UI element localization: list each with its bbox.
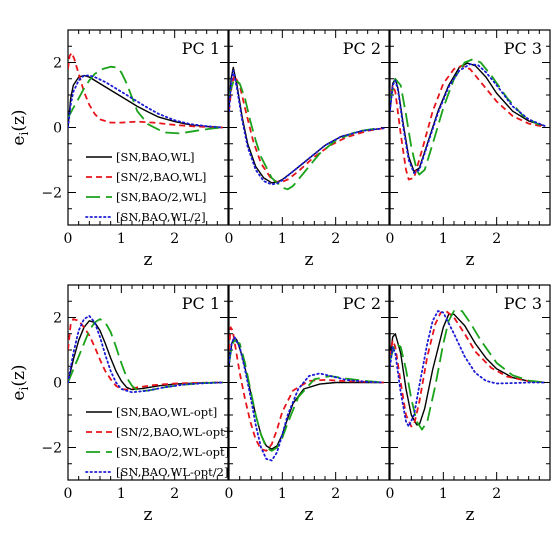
y-tick-label: 2 [53, 56, 62, 72]
series-line-0 [68, 74, 223, 129]
x-tick-label: 1 [278, 486, 287, 502]
y-tick-label: −2 [41, 186, 62, 202]
panel-top-right: 0 1 2 z PC 3 [386, 29, 551, 270]
x-tick-label: 2 [170, 486, 179, 502]
x-tick-label: 0 [386, 486, 395, 502]
series-line-1 [229, 326, 384, 452]
legend-label: [SN,BAO/2,WL-opt] [116, 445, 229, 459]
series-line-3 [68, 74, 224, 129]
x-axis-label: z [144, 505, 153, 525]
legend-label: [SN/2,BAO,WL] [116, 170, 206, 184]
series-line-0 [229, 336, 384, 450]
x-tick-label: 2 [331, 486, 340, 502]
y-tick-label: 0 [53, 121, 62, 137]
series-line-2 [68, 318, 223, 392]
series-line-2 [68, 65, 223, 135]
x-tick-label: 0 [64, 231, 73, 247]
panel-bottom-right: 0 1 2 z PC 3 [386, 284, 551, 525]
series-line-3 [68, 315, 224, 394]
x-tick-label: 0 [386, 231, 395, 247]
x-tick-label: 1 [439, 231, 448, 247]
panel-title: PC 1 [182, 294, 220, 313]
series-line-2 [390, 310, 545, 431]
y-axis-label-sub: i [17, 387, 31, 391]
x-tick-label: 0 [64, 486, 73, 502]
legend-label: [SN,BAO,WL-opt] [116, 405, 217, 419]
y-axis-label: ei(z) [9, 109, 31, 145]
legend-label: [SN,BAO,WL] [116, 150, 194, 164]
y-tick-label: 0 [53, 376, 62, 392]
legend-label: [SN,BAO,WL/2] [116, 210, 206, 224]
legend-label: [SN,BAO/2,WL] [116, 190, 206, 204]
y-axis-label-tail: (z) [9, 109, 29, 131]
y-tick-label: 2 [53, 311, 62, 327]
y-axis-label-tail: (z) [9, 364, 29, 386]
panel-title: PC 3 [504, 294, 542, 313]
panel-top-left: 0 1 2 −2 0 2 z PC 1 [SN,BAO,WL] [SN/2,BAO,WL] [SN,… [9, 29, 229, 270]
x-tick-label: 0 [225, 231, 234, 247]
y-axis-label-main: e [9, 391, 29, 401]
y-axis-label-main: e [9, 136, 29, 146]
legend-label: [SN,BAO,WL-opt/2] [116, 465, 228, 479]
series-line-1 [390, 310, 545, 428]
x-tick-label: 1 [117, 486, 126, 502]
panel-title: PC 1 [182, 39, 220, 58]
y-tick-label: −2 [41, 441, 62, 457]
x-tick-label: 0 [225, 486, 234, 502]
x-tick-label: 2 [492, 231, 501, 247]
series-line-0 [390, 313, 545, 426]
series-line-3 [390, 63, 546, 174]
panel-top-middle: 0 1 2 z PC 2 [225, 29, 390, 270]
x-axis-label: z [144, 250, 153, 270]
x-axis-label: z [466, 505, 475, 525]
x-tick-label: 1 [439, 486, 448, 502]
series-line-2 [390, 58, 540, 176]
x-tick-label: 2 [331, 231, 340, 247]
x-tick-label: 2 [492, 486, 501, 502]
series-line-3 [229, 336, 385, 462]
x-axis-label: z [305, 250, 314, 270]
panel-title: PC 3 [504, 39, 542, 58]
series-line-3 [390, 310, 546, 428]
series-line-1 [68, 51, 223, 129]
series-line-1 [390, 64, 545, 181]
y-axis-label: ei(z) [9, 364, 31, 400]
series-line-3 [229, 69, 385, 186]
x-axis-label: z [466, 250, 475, 270]
panel-title: PC 2 [343, 294, 381, 313]
panel-bottom-left: 0 1 2 −2 0 2 z PC 1 [SN,BAO,WL-opt] [SN/2,BAO,WL-… [9, 284, 229, 525]
x-axis-label: z [305, 505, 314, 525]
x-tick-label: 2 [170, 231, 179, 247]
series-line-0 [68, 320, 223, 391]
y-axis-label-sub: i [17, 132, 31, 136]
series-line-2 [229, 77, 379, 191]
panel-title: PC 2 [343, 39, 381, 58]
series-line-2 [229, 339, 384, 452]
panel-bottom-middle: 0 1 2 z PC 2 [225, 284, 390, 525]
x-tick-label: 1 [117, 231, 126, 247]
series-line-1 [68, 318, 223, 391]
x-tick-label: 1 [278, 231, 287, 247]
legend-label: [SN/2,BAO,WL-opt] [116, 425, 229, 439]
plot-frame [389, 29, 551, 226]
